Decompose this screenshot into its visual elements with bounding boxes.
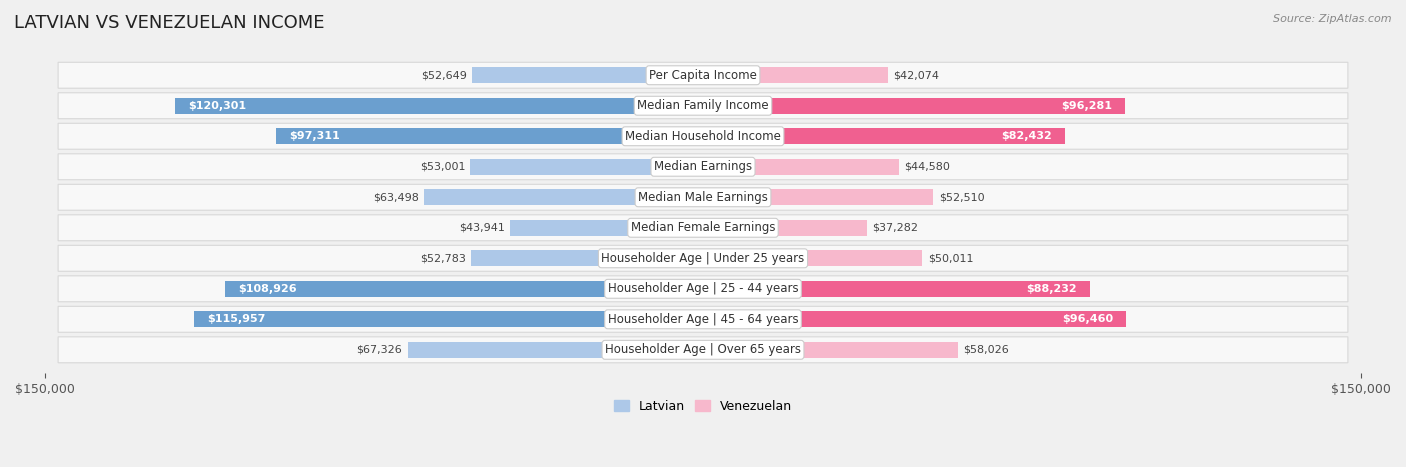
Text: $88,232: $88,232 [1026,284,1077,294]
Bar [703,342,957,358]
FancyBboxPatch shape [58,62,1348,88]
Text: LATVIAN VS VENEZUELAN INCOME: LATVIAN VS VENEZUELAN INCOME [14,14,325,32]
Bar [408,342,703,358]
Text: $97,311: $97,311 [290,131,340,141]
Text: $67,326: $67,326 [357,345,402,355]
Text: $96,281: $96,281 [1062,101,1112,111]
Text: $63,498: $63,498 [373,192,419,202]
Bar [703,311,1126,327]
Bar [510,220,703,236]
Text: Householder Age | Under 25 years: Householder Age | Under 25 years [602,252,804,265]
Bar [225,281,703,297]
Text: $108,926: $108,926 [238,284,297,294]
FancyBboxPatch shape [58,123,1348,149]
FancyBboxPatch shape [58,93,1348,119]
Text: Median Female Earnings: Median Female Earnings [631,221,775,234]
FancyBboxPatch shape [58,184,1348,210]
Text: $42,074: $42,074 [893,70,939,80]
FancyBboxPatch shape [58,245,1348,271]
Bar [194,311,703,327]
Bar [425,189,703,205]
Text: Median Family Income: Median Family Income [637,99,769,112]
FancyBboxPatch shape [58,306,1348,333]
Bar [703,67,887,83]
Bar [703,159,898,175]
FancyBboxPatch shape [58,215,1348,241]
Text: Median Earnings: Median Earnings [654,160,752,173]
Text: $50,011: $50,011 [928,253,973,263]
Text: $52,783: $52,783 [420,253,467,263]
FancyBboxPatch shape [58,337,1348,363]
Text: Median Male Earnings: Median Male Earnings [638,191,768,204]
Bar [703,250,922,266]
Text: Householder Age | Over 65 years: Householder Age | Over 65 years [605,343,801,356]
Bar [472,67,703,83]
Text: $52,649: $52,649 [420,70,467,80]
FancyBboxPatch shape [58,154,1348,180]
Bar [703,189,934,205]
Text: $43,941: $43,941 [460,223,505,233]
Text: $96,460: $96,460 [1062,314,1114,324]
Text: Median Household Income: Median Household Income [626,130,780,143]
Bar [703,281,1090,297]
Text: Source: ZipAtlas.com: Source: ZipAtlas.com [1274,14,1392,24]
Text: $52,510: $52,510 [939,192,984,202]
Bar [703,128,1064,144]
Bar [703,98,1125,113]
Bar [471,159,703,175]
Text: $82,432: $82,432 [1001,131,1052,141]
Legend: Latvian, Venezuelan: Latvian, Venezuelan [609,395,797,417]
Text: $120,301: $120,301 [188,101,246,111]
Text: $53,001: $53,001 [420,162,465,172]
Bar [471,250,703,266]
Text: Householder Age | 25 - 44 years: Householder Age | 25 - 44 years [607,282,799,295]
FancyBboxPatch shape [58,276,1348,302]
Text: $37,282: $37,282 [872,223,918,233]
Bar [703,220,866,236]
Text: Per Capita Income: Per Capita Income [650,69,756,82]
Bar [276,128,703,144]
Text: $44,580: $44,580 [904,162,949,172]
Text: Householder Age | 45 - 64 years: Householder Age | 45 - 64 years [607,313,799,326]
Bar [176,98,703,113]
Text: $115,957: $115,957 [208,314,266,324]
Text: $58,026: $58,026 [963,345,1008,355]
